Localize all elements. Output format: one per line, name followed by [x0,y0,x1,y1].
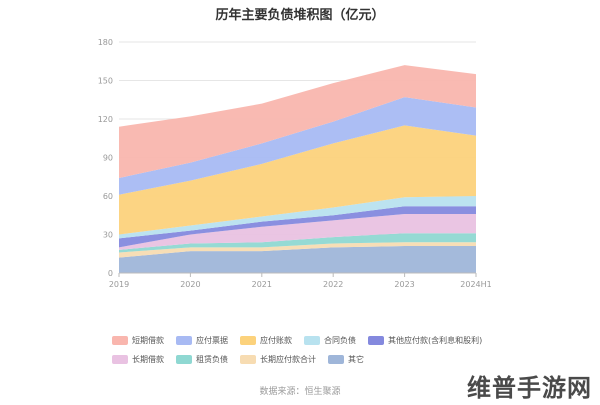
y-tick-label: 120 [98,115,113,124]
legend-item[interactable]: 短期借款 [112,335,164,346]
source-note: 数据来源：恒生聚源 [259,387,341,397]
legend-label: 其他应付款(含利息和股利) [388,335,483,345]
x-tick-label: 2023 [394,280,414,289]
legend-label: 应付账款 [260,335,292,345]
legend-label: 长期应付款合计 [260,354,316,364]
legend-label: 合同负债 [324,335,356,345]
legend-item[interactable]: 长期应付款合计 [240,354,316,365]
x-tick-label: 2024H1 [460,280,491,289]
area-series-5 [119,196,476,239]
area-series-6 [119,125,476,235]
y-tick-label: 90 [103,154,113,163]
legend-swatch [240,335,256,345]
area-layer [119,65,476,273]
area-series-3 [119,213,476,250]
legend-swatch [304,335,320,345]
area-series-2 [119,233,476,253]
legend-swatch [328,354,344,364]
legend-swatch [240,354,256,364]
x-tick-label: 2022 [323,280,343,289]
y-tick-label: 30 [103,231,113,240]
legend-swatch [112,354,128,364]
legend-label: 其它 [348,354,364,364]
y-tick-label: 0 [108,269,113,278]
legend-item[interactable]: 长期借款 [112,354,164,365]
y-tick-label: 60 [103,192,113,201]
area-series-1 [119,242,476,258]
legend-swatch [112,335,128,345]
legend-swatch [176,354,192,364]
chart-plot: 0 30 60 90 120 150 180 2019 2020 2021 2022 2023 2024… [98,38,492,289]
legend-swatch [176,335,192,345]
legend: 短期借款 应付票据 应付账款 合同负债 其他应付款(含利息和股利) 长期借款 租赁负债 长期应… [112,333,512,371]
legend-item[interactable]: 应付账款 [240,335,292,346]
legend-label: 短期借款 [132,335,164,345]
area-series-8 [119,65,476,179]
axis-layer: 0 30 60 90 120 150 180 2019 2020 2021 2022 2023 2024… [98,38,492,289]
y-tick-label: 150 [98,77,113,86]
x-tick-label: 2020 [180,280,200,289]
x-tick-label: 2019 [109,280,129,289]
chart-title: 历年主要负债堆积图（亿元） [215,8,385,23]
legend-item[interactable]: 其他应付款(含利息和股利) [368,335,482,346]
legend-item[interactable]: 其它 [328,354,364,365]
watermark: 维普手游网 [467,374,592,402]
legend-swatch [368,335,384,345]
area-series-0 [119,246,476,273]
area-series-4 [119,206,476,248]
legend-row: 长期借款 租赁负债 长期应付款合计 其它 [112,352,512,366]
area-series-7 [119,97,476,195]
legend-item[interactable]: 合同负债 [304,335,356,346]
legend-label: 应付票据 [196,335,228,345]
legend-row: 短期借款 应付票据 应付账款 合同负债 其他应付款(含利息和股利) [112,333,512,347]
x-tick-label: 2021 [252,280,272,289]
legend-label: 租赁负债 [196,354,228,364]
y-tick-label: 180 [98,38,113,47]
legend-item[interactable]: 应付票据 [176,335,228,346]
legend-label: 长期借款 [132,354,164,364]
legend-item[interactable]: 租赁负债 [176,354,228,365]
